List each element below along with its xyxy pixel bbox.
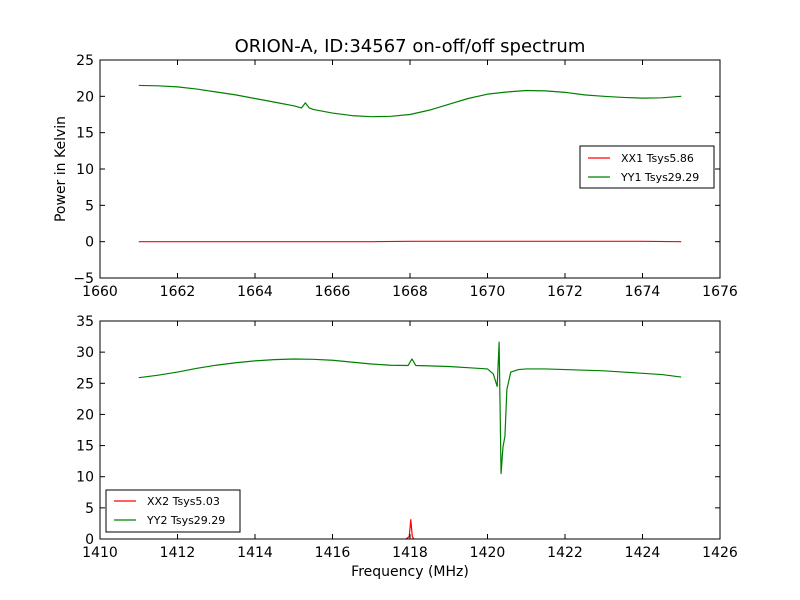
top-y-tick-label: 25 — [76, 53, 94, 69]
top-subplot: ORION-A, ID:34567 on-off/off spectrum Po… — [53, 36, 738, 300]
bottom-series-line-yy2 — [138, 341, 682, 475]
bottom-x-tick-label: 1426 — [702, 545, 738, 561]
bottom-x-axis-label: Frequency (MHz) — [351, 564, 469, 580]
bottom-subplot: Frequency (MHz) 1410 1412 1414 1416 1418 1420… — [76, 314, 738, 580]
top-x-tick-label: 1660 — [82, 284, 118, 300]
top-y-tick-label: 15 — [76, 126, 94, 142]
top-tick-layer: 1660 1662 1664 1666 1668 1670 1672 1674 1676 −5 0 5… — [73, 53, 738, 300]
top-legend: XX1 Tsys5.86 YY1 Tsys29.29 — [579, 145, 715, 189]
bottom-x-tick-label: 1412 — [160, 545, 196, 561]
bottom-legend-box — [105, 489, 241, 533]
bottom-y-tick-label: 15 — [76, 439, 94, 455]
bottom-y-tick-label: 30 — [76, 345, 94, 361]
bottom-legend-label-yy2: YY2 Tsys29.29 — [146, 514, 225, 527]
bottom-x-tick-label: 1422 — [547, 545, 583, 561]
top-series-line-yy1 — [138, 84, 682, 118]
top-y-tick-label: 0 — [85, 235, 94, 251]
top-y-tick-label: 10 — [76, 162, 94, 178]
top-legend-box — [579, 145, 715, 189]
bottom-legend: XX2 Tsys5.03 YY2 Tsys29.29 — [105, 489, 241, 533]
top-x-tick-label: 1662 — [160, 284, 196, 300]
bottom-x-tick-label: 1420 — [470, 545, 506, 561]
top-x-tick-label: 1668 — [392, 284, 428, 300]
bottom-plot-frame — [99, 320, 721, 540]
top-y-tick-label: 20 — [76, 89, 94, 105]
bottom-x-tick-label: 1424 — [625, 545, 661, 561]
top-plot-frame — [99, 59, 721, 279]
bottom-y-tick-label: 25 — [76, 376, 94, 392]
top-chart-title: ORION-A, ID:34567 on-off/off spectrum — [235, 36, 586, 57]
top-x-tick-label: 1664 — [237, 284, 273, 300]
top-x-tick-label: 1666 — [315, 284, 351, 300]
bottom-y-tick-label: 5 — [85, 501, 94, 517]
bottom-y-tick-label: 35 — [76, 314, 94, 330]
bottom-y-tick-label: 0 — [85, 532, 94, 548]
top-x-tick-label: 1670 — [470, 284, 506, 300]
bottom-series-layer — [138, 341, 682, 540]
top-x-tick-label: 1672 — [547, 284, 583, 300]
bottom-series-line-xx2 — [405, 519, 415, 540]
top-x-tick-label: 1674 — [625, 284, 661, 300]
bottom-x-tick-label: 1414 — [237, 545, 273, 561]
bottom-x-tick-label: 1410 — [82, 545, 118, 561]
bottom-y-tick-label: 10 — [76, 470, 94, 486]
top-y-axis-label: Power in Kelvin — [53, 116, 69, 222]
bottom-tick-layer: 1410 1412 1414 1416 1418 1420 1422 1424 1426 0 5 10… — [76, 314, 738, 561]
bottom-x-tick-label: 1418 — [392, 545, 428, 561]
top-legend-label-yy1: YY1 Tsys29.29 — [620, 171, 699, 184]
bottom-y-tick-label: 20 — [76, 407, 94, 423]
bottom-x-tick-label: 1416 — [315, 545, 351, 561]
top-x-tick-label: 1676 — [702, 284, 738, 300]
top-legend-label-xx1: XX1 Tsys5.86 — [621, 152, 694, 165]
top-y-tick-label: −5 — [73, 271, 94, 287]
top-series-layer — [138, 84, 682, 243]
bottom-legend-label-xx2: XX2 Tsys5.03 — [147, 495, 220, 508]
top-y-tick-label: 5 — [85, 198, 94, 214]
